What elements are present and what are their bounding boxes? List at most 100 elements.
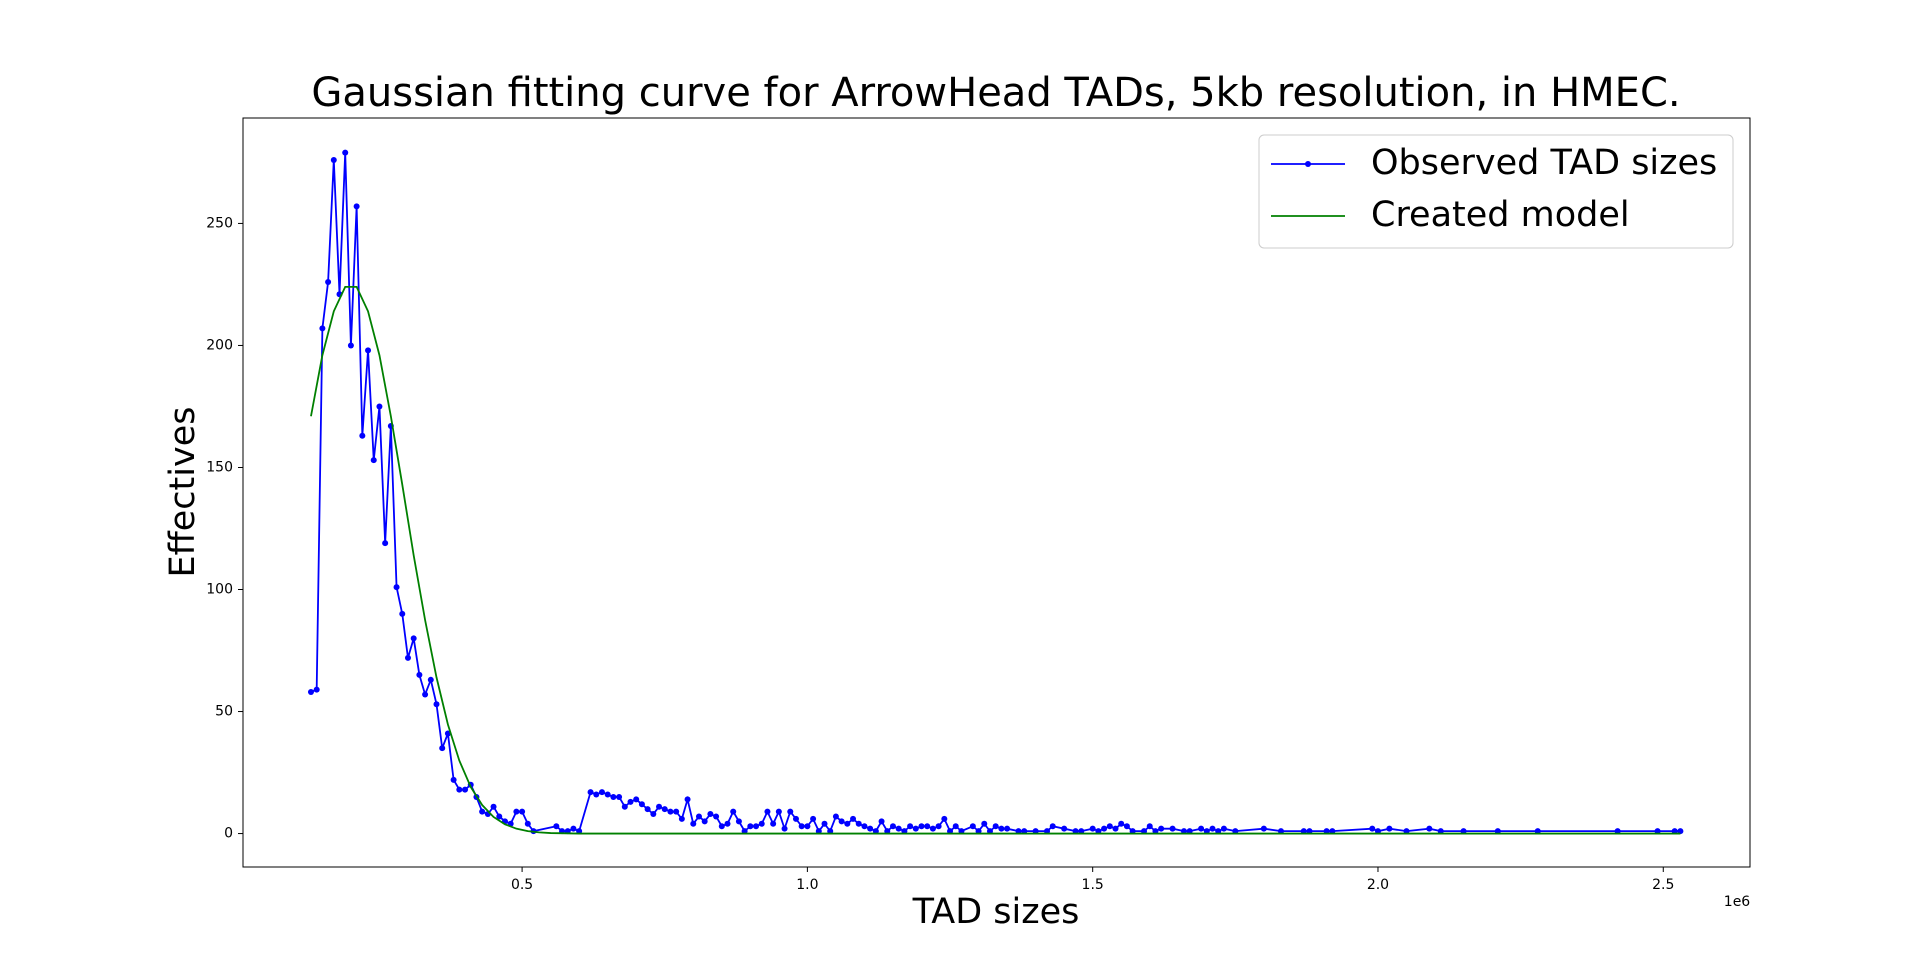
series-line bbox=[310, 152, 1681, 833]
x-axis-label: TAD sizes bbox=[912, 892, 1080, 932]
point bbox=[753, 823, 760, 830]
point bbox=[450, 776, 457, 783]
point bbox=[330, 156, 337, 163]
point bbox=[947, 828, 954, 835]
point bbox=[1141, 828, 1148, 835]
point bbox=[490, 803, 497, 810]
point bbox=[376, 403, 383, 410]
point bbox=[1209, 825, 1216, 832]
point bbox=[832, 813, 839, 820]
point bbox=[815, 828, 822, 835]
point bbox=[604, 791, 611, 798]
legend-label: Observed TAD sizes bbox=[1371, 143, 1717, 183]
point bbox=[850, 815, 857, 822]
point bbox=[439, 745, 446, 752]
point bbox=[770, 820, 777, 827]
point bbox=[1089, 825, 1096, 832]
point bbox=[1072, 828, 1079, 835]
point bbox=[1614, 828, 1621, 835]
point bbox=[781, 825, 788, 832]
point bbox=[610, 793, 617, 800]
point bbox=[342, 149, 349, 156]
point bbox=[867, 825, 874, 832]
point bbox=[1437, 828, 1444, 835]
point bbox=[861, 823, 868, 830]
point bbox=[587, 789, 594, 796]
point bbox=[1078, 828, 1085, 835]
y-tick-label: 250 bbox=[206, 215, 233, 231]
legend-marker bbox=[1305, 161, 1311, 167]
point bbox=[918, 823, 925, 830]
y-tick-label: 200 bbox=[206, 337, 233, 353]
point bbox=[684, 796, 691, 803]
point bbox=[307, 689, 314, 696]
point bbox=[1386, 825, 1393, 832]
point bbox=[1180, 828, 1187, 835]
point bbox=[621, 803, 628, 810]
point bbox=[496, 813, 503, 820]
plot-frame bbox=[242, 117, 1751, 868]
point bbox=[878, 818, 885, 825]
point bbox=[667, 808, 674, 815]
legend-box bbox=[1258, 134, 1734, 249]
point bbox=[695, 813, 702, 820]
point bbox=[404, 654, 411, 661]
x-tick-label: 2.0 bbox=[1367, 877, 1389, 893]
point bbox=[912, 825, 919, 832]
point bbox=[855, 820, 862, 827]
point bbox=[1152, 828, 1159, 835]
point bbox=[353, 203, 360, 210]
point bbox=[1654, 828, 1661, 835]
point bbox=[1329, 828, 1336, 835]
point bbox=[365, 347, 372, 354]
point bbox=[513, 808, 520, 815]
point bbox=[889, 823, 896, 830]
point bbox=[821, 820, 828, 827]
point bbox=[730, 808, 737, 815]
point bbox=[758, 820, 765, 827]
point bbox=[593, 791, 600, 798]
point bbox=[1186, 828, 1193, 835]
point bbox=[1061, 825, 1068, 832]
point bbox=[524, 820, 531, 827]
point bbox=[1671, 828, 1678, 835]
point bbox=[644, 806, 651, 813]
point bbox=[519, 808, 526, 815]
point bbox=[1277, 828, 1284, 835]
point bbox=[1106, 823, 1113, 830]
point bbox=[872, 828, 879, 835]
point bbox=[901, 828, 908, 835]
point bbox=[1129, 828, 1136, 835]
point bbox=[416, 671, 423, 678]
point bbox=[1306, 828, 1313, 835]
point bbox=[359, 432, 366, 439]
point bbox=[479, 808, 486, 815]
point bbox=[650, 811, 657, 818]
point bbox=[1146, 823, 1153, 830]
point bbox=[735, 818, 742, 825]
point bbox=[924, 823, 931, 830]
point bbox=[804, 823, 811, 830]
point bbox=[370, 457, 377, 464]
point bbox=[1123, 823, 1130, 830]
point bbox=[1021, 828, 1028, 835]
point bbox=[638, 801, 645, 808]
point bbox=[1369, 825, 1376, 832]
point bbox=[570, 825, 577, 832]
chart-title: Gaussian fitting curve for ArrowHead TAD… bbox=[311, 70, 1680, 116]
point bbox=[975, 828, 982, 835]
x-tick-label: 1.5 bbox=[1082, 877, 1104, 893]
point bbox=[627, 798, 634, 805]
point bbox=[1426, 825, 1433, 832]
point bbox=[935, 823, 942, 830]
point bbox=[462, 786, 469, 793]
point bbox=[1049, 823, 1056, 830]
point bbox=[981, 820, 988, 827]
point bbox=[1374, 828, 1381, 835]
point bbox=[1095, 828, 1102, 835]
point bbox=[553, 823, 560, 830]
point bbox=[1494, 828, 1501, 835]
point bbox=[382, 540, 389, 547]
point bbox=[1534, 828, 1541, 835]
